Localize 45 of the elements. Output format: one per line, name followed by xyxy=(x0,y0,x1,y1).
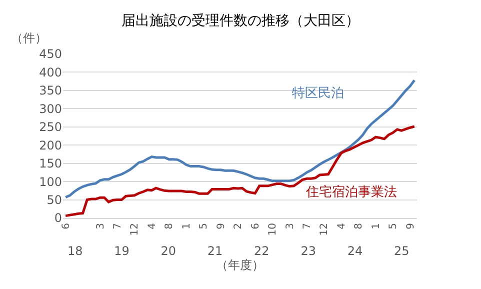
y-tick-label: 150 xyxy=(39,156,62,171)
y-tick-label: 450 xyxy=(39,47,62,62)
x2-tick-label: 18 xyxy=(67,244,83,258)
series-label: 住宅宿泊事業法 xyxy=(305,184,397,200)
x-tick-label: 4 xyxy=(336,223,348,230)
x-tick-label: 7 xyxy=(302,223,313,230)
x-tick-label: 8 xyxy=(354,223,365,230)
x2-tick-label: 24 xyxy=(347,244,363,258)
y-tick-label: 350 xyxy=(39,84,62,98)
x-tick-label: 6 xyxy=(60,223,72,230)
x-tick-label: 6 xyxy=(250,223,262,230)
x-tick-label: 8 xyxy=(164,223,176,230)
x-tick-label: 9 xyxy=(216,223,227,230)
x2-tick-label: 20 xyxy=(160,244,176,258)
x-tick-label: 9 xyxy=(405,223,416,230)
y-tick-label: 300 xyxy=(39,102,62,116)
x-tick-label: 12 xyxy=(319,223,330,236)
x-tick-label: 10 xyxy=(268,223,279,236)
x-tick-label: 5 xyxy=(388,223,400,230)
x-tick-label: 5 xyxy=(198,223,210,230)
x2-tick-label: 21 xyxy=(207,244,223,258)
chart-title: 届出施設の受理件数の推移（大田区） xyxy=(122,13,360,30)
x2-tick-label: 25 xyxy=(394,244,410,258)
y-tick-label: 200 xyxy=(39,138,62,152)
y-axis-title: （件） xyxy=(11,31,47,45)
x2-tick-label: 23 xyxy=(300,244,316,258)
y-tick-label: 400 xyxy=(39,65,62,80)
x2-axis-title: （年度） xyxy=(216,258,264,272)
x-tick-label: 3 xyxy=(95,223,106,230)
x-tick-label: 3 xyxy=(284,223,296,230)
x2-tick-label: 19 xyxy=(114,244,130,258)
x-tick-label: 1 xyxy=(370,223,382,230)
y-tick-label: 0 xyxy=(54,211,62,226)
line-series xyxy=(64,78,416,198)
y-tick-label: 100 xyxy=(39,174,62,189)
y-tick-label: 50 xyxy=(46,192,62,207)
line-series xyxy=(64,125,416,218)
x2-tick-label: 22 xyxy=(254,244,270,258)
text: 特区民泊 xyxy=(292,86,344,101)
y-tick-label: 250 xyxy=(39,120,62,134)
x-tick-label: 1 xyxy=(181,223,192,230)
x-tick-label: 2 xyxy=(233,223,244,230)
x-tick-label: 4 xyxy=(146,223,158,230)
x-tick-label: 7 xyxy=(112,223,124,230)
x-tick-label: 12 xyxy=(130,223,141,236)
